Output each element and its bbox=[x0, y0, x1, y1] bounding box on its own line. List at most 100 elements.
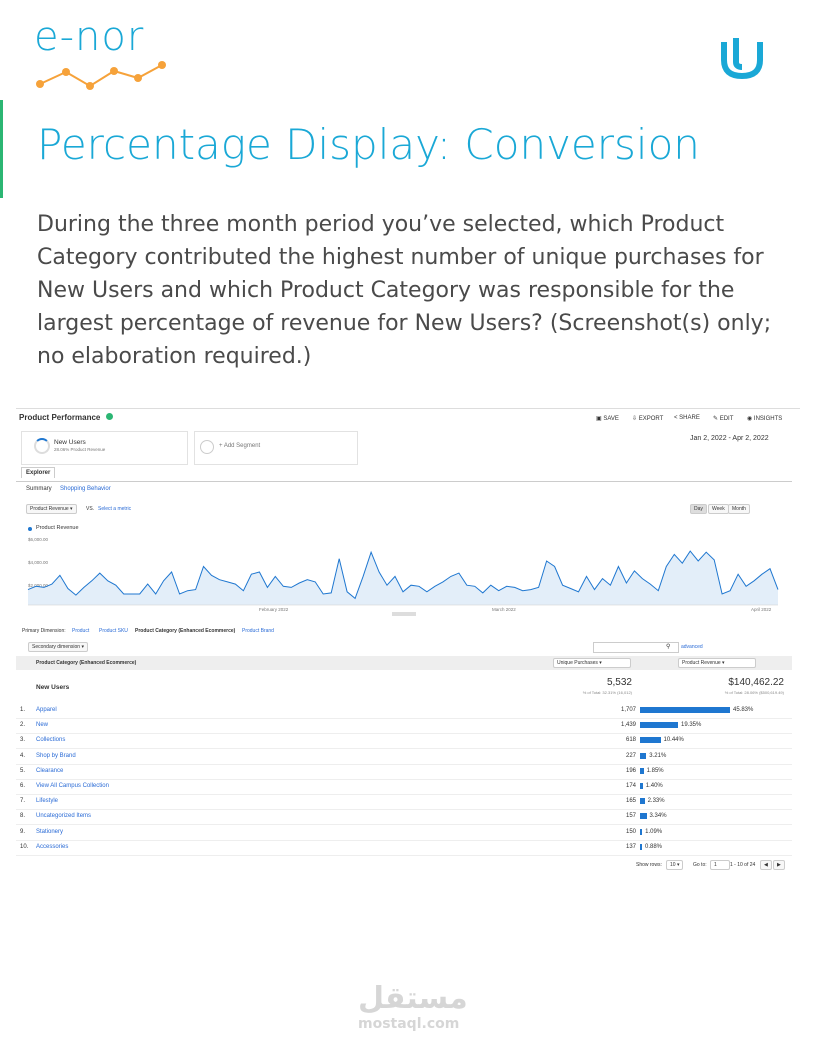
subtab-summary[interactable]: Summary bbox=[26, 486, 52, 492]
save-button[interactable]: ▣ SAVE bbox=[596, 416, 619, 422]
row-number: 4. bbox=[20, 752, 26, 759]
goto-label: Go to: bbox=[693, 862, 707, 868]
table-row: 8. Uncategorized Items 157 3.34% bbox=[16, 809, 792, 826]
row-revenue-bar bbox=[640, 828, 643, 835]
x-tick-label: March 2022 bbox=[492, 607, 516, 612]
page-title: Percentage Display: Conversion bbox=[37, 120, 700, 169]
tab-explorer[interactable]: Explorer bbox=[21, 467, 56, 478]
enor-logo-graph bbox=[36, 61, 166, 90]
row-number: 1. bbox=[20, 707, 26, 713]
table-row: 2. New 1,439 19.35% bbox=[16, 718, 792, 735]
divider bbox=[16, 481, 792, 482]
report-title: Product Performance bbox=[19, 413, 101, 422]
row-category-link[interactable]: Clearance bbox=[36, 767, 64, 774]
show-rows-label: Show rows: bbox=[636, 862, 662, 868]
edit-button[interactable]: ✎ EDIT bbox=[713, 416, 734, 422]
date-range[interactable]: Jan 2, 2022 - Apr 2, 2022 bbox=[690, 435, 769, 442]
metric1-select[interactable]: Unique Purchases ▾ bbox=[553, 658, 631, 668]
secondary-dimension-select[interactable]: Secondary dimension ▾ bbox=[28, 642, 88, 652]
row-number: 9. bbox=[20, 828, 26, 835]
row-number: 6. bbox=[20, 783, 26, 789]
row-revenue-bar bbox=[640, 737, 661, 744]
subtab-shopping[interactable]: Shopping Behavior bbox=[60, 486, 111, 492]
select-metric-link[interactable]: Select a metric bbox=[98, 506, 132, 512]
metric-select[interactable]: Product Revenue ▾ bbox=[26, 504, 77, 514]
prev-page-button[interactable]: ◀ bbox=[760, 860, 772, 870]
goto-input[interactable]: 1 bbox=[710, 860, 730, 870]
insights-button[interactable]: ◉ INSIGHTS bbox=[747, 416, 783, 422]
metric2-select[interactable]: Product Revenue ▾ bbox=[678, 658, 756, 668]
add-segment-ring-icon bbox=[200, 440, 214, 454]
table-search-input[interactable] bbox=[593, 642, 679, 653]
col-dimension-header: Product Category (Enhanced Ecommerce) bbox=[36, 660, 137, 666]
row-revenue-bar bbox=[640, 813, 647, 820]
dimension-sku[interactable]: Product SKU bbox=[99, 628, 128, 634]
y-tick-label: $4,000.00 bbox=[28, 560, 49, 565]
mostaql-watermark: مستقل mostaql.com bbox=[358, 982, 468, 1033]
row-revenue-percent: 19.35% bbox=[680, 722, 702, 729]
search-icon[interactable]: ⚲ bbox=[666, 644, 671, 650]
x-tick-label: February 2022 bbox=[259, 607, 289, 612]
next-page-button[interactable]: ▶ bbox=[773, 860, 785, 870]
row-category-link[interactable]: View All Campus Collection bbox=[36, 783, 109, 789]
row-category-link[interactable]: Uncategorized Items bbox=[36, 813, 92, 820]
analytics-screenshot: Product Performance ▣ SAVE ⇩ EXPORT < SH… bbox=[16, 408, 800, 879]
row-unique-purchases: 227 bbox=[625, 752, 636, 759]
total-unique-purchases: 5,532 bbox=[606, 677, 632, 688]
accent-bar bbox=[0, 100, 3, 198]
week-button[interactable]: Week bbox=[708, 504, 729, 514]
table-row: 4. Shop by Brand 227 3.21% bbox=[16, 749, 792, 765]
add-segment-box[interactable] bbox=[194, 431, 358, 465]
row-unique-purchases: 137 bbox=[625, 843, 636, 850]
revenue-series-line bbox=[27, 550, 779, 600]
dimension-brand[interactable]: Product Brand bbox=[242, 628, 274, 634]
y-tick-label: $6,000.00 bbox=[28, 537, 49, 542]
row-number: 2. bbox=[20, 722, 26, 729]
row-category-link[interactable]: Shop by Brand bbox=[36, 752, 76, 759]
row-revenue-percent: 2.33% bbox=[647, 798, 665, 805]
total-revenue: $140,462.22 bbox=[728, 677, 784, 688]
dimension-product[interactable]: Product bbox=[72, 628, 90, 634]
row-category-link[interactable]: New bbox=[36, 722, 49, 729]
row-category-link[interactable]: Collections bbox=[36, 737, 66, 744]
row-revenue-percent: 3.34% bbox=[649, 813, 667, 820]
add-segment-label[interactable]: + Add Segment bbox=[219, 443, 261, 449]
table-row: 10. Accessories 137 0.88% bbox=[16, 840, 792, 856]
row-category-link[interactable]: Stationery bbox=[36, 828, 64, 835]
row-unique-purchases: 1,439 bbox=[620, 722, 636, 729]
table-row: 1. Apparel 1,707 45.83% bbox=[16, 703, 792, 719]
row-category-link[interactable]: Lifestyle bbox=[36, 798, 59, 805]
day-button[interactable]: Day bbox=[690, 504, 707, 514]
row-unique-purchases: 196 bbox=[625, 767, 636, 774]
row-category-link[interactable]: Accessories bbox=[36, 843, 69, 850]
row-number: 7. bbox=[20, 798, 26, 805]
row-unique-purchases: 174 bbox=[625, 783, 636, 789]
row-unique-purchases: 150 bbox=[625, 828, 636, 835]
row-revenue-bar bbox=[640, 752, 647, 759]
row-revenue-percent: 10.44% bbox=[663, 737, 684, 744]
row-revenue-bar bbox=[640, 707, 730, 713]
table-row: 5. Clearance 196 1.85% bbox=[16, 764, 792, 780]
month-button[interactable]: Month bbox=[728, 504, 750, 514]
export-button[interactable]: ⇩ EXPORT bbox=[632, 416, 664, 422]
row-revenue-percent: 45.83% bbox=[733, 707, 754, 713]
chart-resize-handle[interactable] bbox=[392, 612, 416, 616]
row-revenue-percent: 0.88% bbox=[645, 843, 663, 850]
dimension-category[interactable]: Product Category (Enhanced Ecommerce) bbox=[135, 628, 236, 634]
primary-dimension-label: Primary Dimension: bbox=[22, 628, 66, 634]
row-unique-purchases: 618 bbox=[625, 737, 636, 744]
row-unique-purchases: 1,707 bbox=[620, 707, 636, 713]
row-category-link[interactable]: Apparel bbox=[36, 707, 57, 713]
advanced-link[interactable]: advanced bbox=[681, 644, 703, 650]
verified-icon bbox=[106, 413, 113, 420]
segment-box[interactable] bbox=[21, 431, 188, 465]
segment-row-label: New Users bbox=[36, 684, 70, 691]
show-rows-select[interactable]: 10 ▾ bbox=[666, 860, 684, 870]
row-unique-purchases: 157 bbox=[625, 813, 636, 820]
vs-label: VS. bbox=[86, 506, 95, 512]
watermark-url: mostaql.com bbox=[358, 1016, 460, 1032]
row-number: 10. bbox=[20, 843, 29, 850]
row-revenue-bar bbox=[640, 783, 643, 789]
share-button[interactable]: < SHARE bbox=[674, 415, 700, 421]
segment-ring-icon bbox=[34, 438, 50, 454]
